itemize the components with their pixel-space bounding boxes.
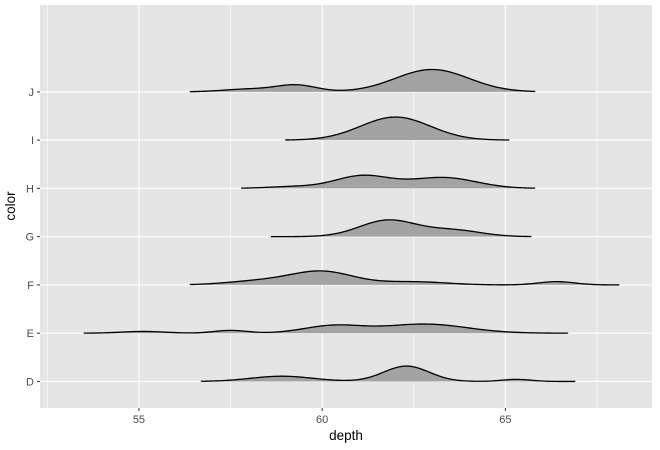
- x-tick-label: 60: [316, 414, 328, 426]
- x-axis: 55 60 65: [133, 408, 512, 426]
- ridge-line-I: [284, 116, 510, 141]
- x-axis-title: depth: [329, 428, 363, 443]
- ridge-area-G: [270, 219, 532, 237]
- x-tick-label: 55: [133, 414, 145, 426]
- ridge-area-E: [83, 324, 568, 334]
- ridge-line-E: [83, 323, 569, 334]
- ridge-line-F: [189, 270, 620, 286]
- y-tick-label-E: E: [27, 328, 34, 340]
- ridges: [83, 68, 620, 383]
- y-tick-label-F: F: [27, 280, 34, 292]
- ridge-area-H: [241, 175, 535, 189]
- plot-panel: [40, 5, 652, 408]
- x-tick-label: 65: [499, 414, 511, 426]
- y-axis-title: color: [3, 191, 18, 221]
- y-tick-label-G: G: [25, 232, 34, 244]
- y-tick-label-D: D: [26, 376, 34, 388]
- y-tick-label-H: H: [26, 183, 34, 195]
- ridge-line-G: [270, 219, 532, 238]
- ridge-line-J: [189, 68, 536, 93]
- y-axis: D E F G H I J: [25, 87, 40, 388]
- y-tick-label-I: I: [31, 135, 34, 147]
- ridge-area-D: [201, 366, 576, 382]
- y-tick-label-J: J: [29, 87, 35, 99]
- ridge-line-D: [200, 365, 576, 383]
- ridge-area-F: [190, 270, 620, 285]
- ridge-line-H: [240, 174, 536, 189]
